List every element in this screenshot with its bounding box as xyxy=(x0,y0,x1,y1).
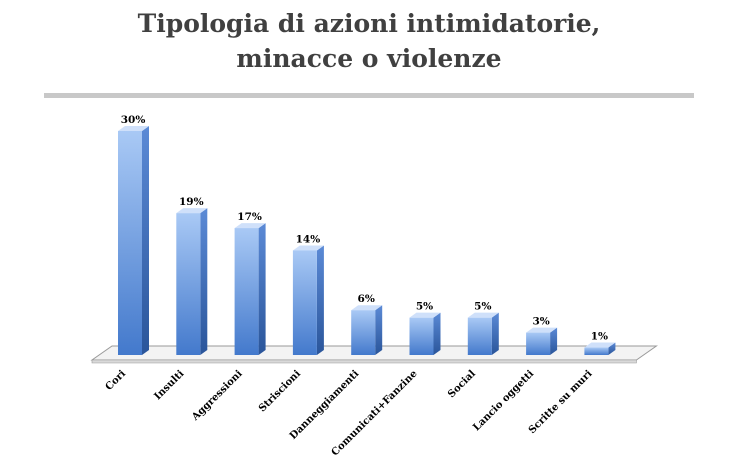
chart-floor-edge xyxy=(91,359,637,364)
bar-lancio-oggetti xyxy=(526,327,558,355)
bar-side xyxy=(608,342,616,355)
value-label: 30% xyxy=(121,114,146,126)
value-label: 5% xyxy=(474,301,491,313)
bar-front xyxy=(292,250,317,355)
bar-side xyxy=(142,126,149,355)
category-label: Lancio oggetti xyxy=(471,368,536,433)
bar-top xyxy=(467,312,499,318)
title-divider xyxy=(44,93,694,98)
bar-cori xyxy=(118,126,149,355)
bar-front xyxy=(176,213,201,355)
bar-scritte-su-muri xyxy=(584,342,616,355)
bar-front xyxy=(409,317,434,355)
bar-top xyxy=(409,312,441,318)
value-label: 3% xyxy=(532,316,549,328)
category-label: Striscioni xyxy=(257,368,303,414)
value-label: 5% xyxy=(416,301,433,313)
bar-insulti xyxy=(176,208,208,355)
value-label: 6% xyxy=(358,293,375,305)
bar-front xyxy=(526,332,551,355)
category-label: Scritte su muri xyxy=(527,368,595,436)
bar-top xyxy=(176,208,208,214)
bar-front xyxy=(234,228,259,355)
bar-top xyxy=(526,327,558,333)
bar-top xyxy=(234,223,266,229)
value-label: 1% xyxy=(591,331,608,343)
bar-front xyxy=(351,310,376,355)
bar-side xyxy=(258,223,266,355)
bar-top xyxy=(584,342,616,348)
category-label: Cori xyxy=(104,368,129,393)
bar-front xyxy=(467,317,492,355)
bar-front xyxy=(584,347,609,355)
bar-front xyxy=(118,131,142,355)
category-label: Social xyxy=(446,368,478,400)
chart-title: Tipologia di azioni intimidatorie, minac… xyxy=(0,6,738,76)
value-label: 19% xyxy=(179,196,204,208)
bar-top xyxy=(351,305,383,311)
bar-side xyxy=(433,312,441,355)
chart-title-line-1: Tipologia di azioni intimidatorie, xyxy=(137,9,601,38)
bar-striscioni xyxy=(292,245,324,355)
category-label: Aggressioni xyxy=(189,368,244,423)
bar-side xyxy=(550,327,558,355)
bar-top xyxy=(292,245,324,251)
bar-side xyxy=(316,245,324,355)
bar-side xyxy=(375,305,383,355)
bar-top xyxy=(118,126,149,131)
bar-comunicati-fanzine xyxy=(409,312,441,355)
value-label: 17% xyxy=(237,211,262,223)
bar-aggressioni xyxy=(234,223,266,355)
bar-side xyxy=(491,312,499,355)
bar-social xyxy=(467,312,499,355)
chart-title-line-2: minacce o violenze xyxy=(236,44,502,73)
bar-danneggiamenti xyxy=(351,305,383,355)
bar-side xyxy=(200,208,208,355)
value-label: 14% xyxy=(296,233,321,245)
category-label: Insulti xyxy=(152,368,186,402)
